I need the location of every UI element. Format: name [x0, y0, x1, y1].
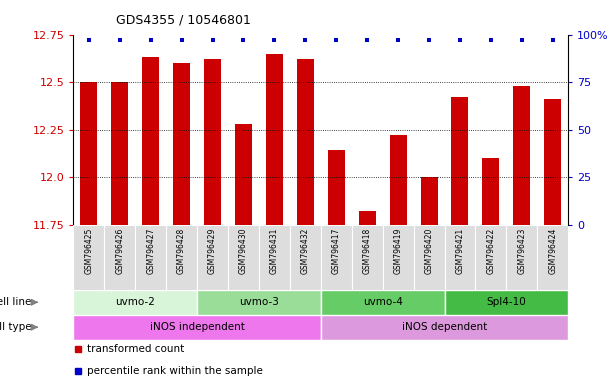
Bar: [142, 57, 159, 225]
Bar: [80, 82, 97, 225]
Text: uvmo-4: uvmo-4: [363, 297, 403, 307]
Text: iNOS independent: iNOS independent: [150, 322, 244, 332]
Text: GSM796425: GSM796425: [84, 228, 93, 274]
FancyBboxPatch shape: [507, 225, 537, 290]
FancyBboxPatch shape: [166, 225, 197, 290]
Text: percentile rank within the sample: percentile rank within the sample: [87, 366, 263, 376]
Text: GSM796430: GSM796430: [239, 228, 248, 274]
Text: GSM796420: GSM796420: [425, 228, 434, 274]
FancyBboxPatch shape: [104, 225, 135, 290]
Text: GDS4355 / 10546801: GDS4355 / 10546801: [116, 14, 251, 27]
FancyBboxPatch shape: [321, 225, 352, 290]
FancyBboxPatch shape: [73, 315, 321, 340]
Text: GSM796426: GSM796426: [115, 228, 124, 274]
Text: GSM796432: GSM796432: [301, 228, 310, 274]
Text: GSM796418: GSM796418: [363, 228, 371, 274]
FancyBboxPatch shape: [445, 290, 568, 315]
FancyBboxPatch shape: [537, 225, 568, 290]
FancyBboxPatch shape: [290, 225, 321, 290]
FancyBboxPatch shape: [382, 225, 414, 290]
Text: uvmo-2: uvmo-2: [115, 297, 155, 307]
Text: iNOS dependent: iNOS dependent: [402, 322, 487, 332]
Bar: [327, 151, 345, 225]
Bar: [266, 53, 283, 225]
FancyBboxPatch shape: [321, 290, 445, 315]
Text: transformed count: transformed count: [87, 344, 185, 354]
Text: GSM796422: GSM796422: [486, 228, 496, 274]
Bar: [390, 135, 406, 225]
FancyBboxPatch shape: [321, 315, 568, 340]
Bar: [297, 59, 314, 225]
Text: GSM796417: GSM796417: [332, 228, 341, 274]
FancyBboxPatch shape: [197, 225, 228, 290]
Text: Spl4-10: Spl4-10: [486, 297, 526, 307]
Bar: [173, 63, 190, 225]
Bar: [452, 97, 469, 225]
Bar: [513, 86, 530, 225]
Bar: [359, 211, 376, 225]
Text: GSM796429: GSM796429: [208, 228, 217, 274]
Bar: [235, 124, 252, 225]
Text: cell line: cell line: [0, 297, 31, 307]
Bar: [420, 177, 437, 225]
FancyBboxPatch shape: [445, 225, 475, 290]
FancyBboxPatch shape: [259, 225, 290, 290]
Bar: [111, 82, 128, 225]
Text: GSM796421: GSM796421: [455, 228, 464, 274]
Text: GSM796424: GSM796424: [548, 228, 557, 274]
Bar: [204, 59, 221, 225]
FancyBboxPatch shape: [414, 225, 445, 290]
Text: GSM796427: GSM796427: [146, 228, 155, 274]
Text: GSM796428: GSM796428: [177, 228, 186, 274]
Text: GSM796419: GSM796419: [393, 228, 403, 274]
FancyBboxPatch shape: [73, 225, 104, 290]
Text: uvmo-3: uvmo-3: [239, 297, 279, 307]
Bar: [483, 158, 499, 225]
Text: cell type: cell type: [0, 322, 31, 332]
Bar: [544, 99, 562, 225]
FancyBboxPatch shape: [197, 290, 321, 315]
FancyBboxPatch shape: [73, 290, 197, 315]
FancyBboxPatch shape: [135, 225, 166, 290]
FancyBboxPatch shape: [352, 225, 382, 290]
Text: GSM796423: GSM796423: [518, 228, 526, 274]
FancyBboxPatch shape: [475, 225, 507, 290]
FancyBboxPatch shape: [228, 225, 259, 290]
Text: GSM796431: GSM796431: [270, 228, 279, 274]
